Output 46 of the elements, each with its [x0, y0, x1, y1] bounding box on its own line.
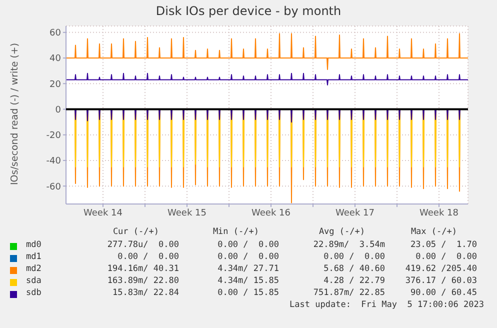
x-tick-label: Week 14	[84, 208, 123, 218]
y-tick-label: 0	[55, 105, 62, 116]
y-tick-label: 20	[50, 80, 62, 90]
text: 0.00 / 15.85	[216, 288, 279, 298]
line-series	[66, 33, 468, 70]
text: 0.00 / 0.00	[216, 240, 279, 250]
y-tick-label: 60	[50, 28, 62, 39]
text: Avg (-/+)	[318, 227, 365, 237]
text: 419.62 /205.40	[405, 264, 477, 274]
y-tick-label: -60	[46, 182, 62, 192]
text: 4.34m/ 27.71	[218, 264, 279, 274]
text: 376.17 / 60.03	[405, 276, 477, 286]
y-tick-label: 40	[50, 54, 62, 64]
text: 15.83m/ 22.84	[112, 288, 179, 298]
text: 0.00 / 0.00	[116, 252, 179, 262]
x-tick-label: Week 17	[336, 208, 374, 218]
legend-label: md1	[26, 252, 42, 262]
y-tick-label: -20	[46, 131, 62, 142]
legend-label: sda	[26, 276, 42, 286]
text: 4.28 / 22.79	[322, 276, 385, 286]
legend-label: md2	[26, 264, 42, 274]
text: Min (-/+)	[212, 227, 259, 237]
y-axis-title: IOs/second read (-) / write (+)	[9, 42, 20, 185]
text: 22.89m/ 3.54m	[313, 240, 385, 250]
text: Cur (-/+)	[112, 227, 159, 237]
text: 0.00 / 0.00	[322, 252, 385, 262]
line-series	[66, 72, 468, 86]
text: 5.68 / 40.60	[322, 264, 385, 274]
legend-label: sdb	[26, 288, 42, 298]
text: 163.89m/ 22.80	[107, 276, 179, 286]
text: 4.34m/ 15.85	[218, 276, 279, 286]
text: 0.00 / 0.00	[414, 252, 477, 262]
text: 90.00 / 60.45	[409, 288, 477, 298]
text: 0.00 / 0.00	[216, 252, 279, 262]
text: 23.05 / 1.70	[409, 240, 477, 250]
chart-title: Disk IOs per device - by month	[154, 4, 342, 18]
x-tick-label: Week 15	[168, 208, 206, 218]
legend-label: md0	[26, 240, 42, 250]
text: Last update: Fri May 5 17:00:06 2023	[290, 300, 484, 310]
text: 194.16m/ 40.31	[107, 264, 179, 274]
text: 277.78u/ 0.00	[107, 240, 179, 250]
text: Max (-/+)	[410, 227, 457, 237]
text: 751.87m/ 22.85	[313, 288, 385, 298]
x-tick-label: Week 16	[252, 208, 291, 218]
y-tick-label: -40	[46, 156, 62, 167]
x-tick-label: Week 18	[420, 208, 459, 218]
